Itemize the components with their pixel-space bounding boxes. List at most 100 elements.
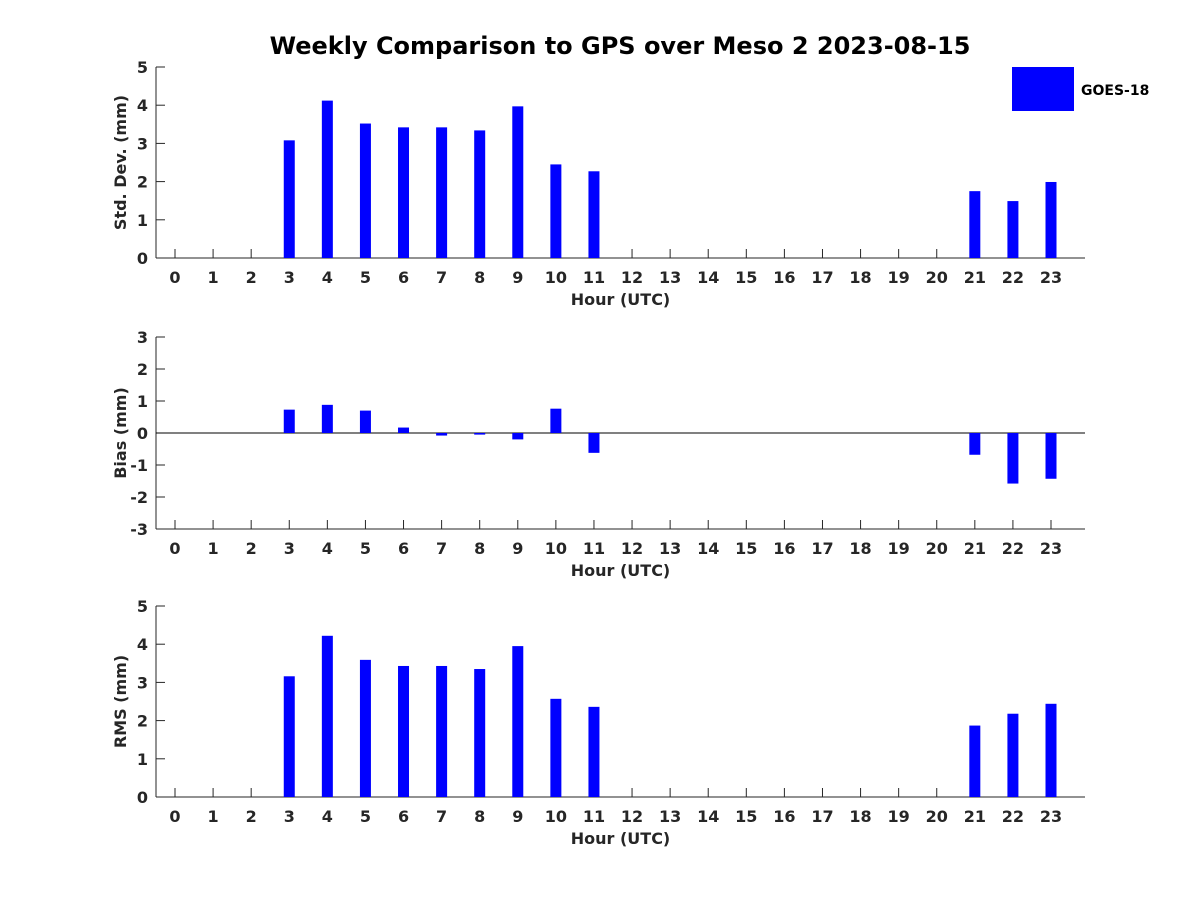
bias-bar-hour-8 xyxy=(474,433,486,435)
x-tick-label: 15 xyxy=(735,539,757,558)
x-axis-label: Hour (UTC) xyxy=(571,290,671,309)
x-tick-label: 6 xyxy=(398,807,409,826)
x-tick-label: 16 xyxy=(773,807,795,826)
legend-label-goes-18: GOES-18 xyxy=(1081,83,1149,99)
x-tick-label: 21 xyxy=(964,807,986,826)
std-dev-bar-hour-5 xyxy=(359,123,371,258)
bias-bar-hour-21 xyxy=(969,433,981,455)
rms-bar-hour-7 xyxy=(436,665,448,797)
x-tick-label: 11 xyxy=(583,807,605,826)
x-tick-label: 10 xyxy=(545,539,567,558)
std-dev-bar-hour-6 xyxy=(398,127,410,258)
rms-bar-hour-4 xyxy=(321,635,333,797)
x-tick-label: 15 xyxy=(735,807,757,826)
x-tick-label: 10 xyxy=(545,268,567,287)
y-tick-label: 2 xyxy=(137,173,148,192)
bias-bar-hour-4 xyxy=(321,404,333,433)
rms-bar-hour-3 xyxy=(283,676,295,797)
std-dev-bar-hour-10 xyxy=(550,164,562,258)
y-tick-label: 1 xyxy=(137,392,148,411)
y-axis-label: Bias (mm) xyxy=(111,387,130,479)
y-axis-label: Std. Dev. (mm) xyxy=(111,95,130,230)
bias-bar-hour-9 xyxy=(512,433,524,440)
bias-bar-hour-10 xyxy=(550,408,562,433)
rms-bar-hour-23 xyxy=(1045,703,1057,797)
y-tick-label: 4 xyxy=(137,635,148,654)
x-tick-label: 14 xyxy=(697,539,719,558)
bias-bar-hour-6 xyxy=(398,427,410,433)
x-tick-label: 4 xyxy=(322,539,333,558)
x-tick-label: 23 xyxy=(1040,268,1062,287)
std-dev-bar-hour-23 xyxy=(1045,181,1057,258)
y-tick-label: 0 xyxy=(137,788,148,807)
rms-bar-hour-22 xyxy=(1007,713,1019,797)
std-dev-bar-hour-4 xyxy=(321,100,333,258)
x-tick-label: 22 xyxy=(1002,807,1024,826)
y-tick-label: 5 xyxy=(137,58,148,77)
x-tick-label: 6 xyxy=(398,268,409,287)
y-tick-label: -3 xyxy=(130,520,148,539)
x-tick-label: 7 xyxy=(436,539,447,558)
x-tick-label: 20 xyxy=(926,807,948,826)
x-tick-label: 23 xyxy=(1040,807,1062,826)
x-tick-label: 19 xyxy=(888,539,910,558)
std-dev-bar-hour-7 xyxy=(436,127,448,258)
x-tick-label: 16 xyxy=(773,268,795,287)
x-tick-label: 4 xyxy=(322,268,333,287)
y-axis-label: RMS (mm) xyxy=(111,655,130,748)
x-tick-label: 16 xyxy=(773,539,795,558)
x-tick-label: 2 xyxy=(246,268,257,287)
x-tick-label: 18 xyxy=(849,268,871,287)
x-tick-label: 11 xyxy=(583,539,605,558)
y-tick-label: -1 xyxy=(130,456,148,475)
std-dev-bar-hour-8 xyxy=(474,130,486,258)
rms-bar-hour-21 xyxy=(969,725,981,797)
bias-bar-hour-11 xyxy=(588,433,600,453)
x-tick-label: 3 xyxy=(284,807,295,826)
x-tick-label: 18 xyxy=(849,807,871,826)
y-tick-label: -2 xyxy=(130,488,148,507)
y-tick-label: 4 xyxy=(137,96,148,115)
y-tick-label: 0 xyxy=(137,424,148,443)
x-tick-label: 17 xyxy=(811,539,833,558)
y-tick-label: 3 xyxy=(137,328,148,347)
rms-bar-hour-5 xyxy=(359,659,371,797)
x-tick-label: 22 xyxy=(1002,539,1024,558)
bias-bar-hour-3 xyxy=(283,409,295,433)
x-tick-label: 1 xyxy=(208,807,219,826)
std-dev-bar-hour-22 xyxy=(1007,201,1019,258)
x-tick-label: 0 xyxy=(169,268,180,287)
x-tick-label: 9 xyxy=(512,807,523,826)
std-dev-bar-hour-21 xyxy=(969,191,981,258)
y-tick-label: 3 xyxy=(137,134,148,153)
bias-bar-hour-23 xyxy=(1045,433,1057,479)
y-tick-label: 1 xyxy=(137,211,148,230)
bias-bar-hour-5 xyxy=(359,410,371,433)
x-tick-label: 10 xyxy=(545,807,567,826)
x-tick-label: 12 xyxy=(621,268,643,287)
rms-bar-hour-6 xyxy=(398,665,410,797)
rms-bar-hour-10 xyxy=(550,698,562,797)
x-tick-label: 1 xyxy=(208,539,219,558)
x-tick-label: 13 xyxy=(659,268,681,287)
x-tick-label: 5 xyxy=(360,539,371,558)
x-tick-label: 21 xyxy=(964,539,986,558)
x-tick-label: 21 xyxy=(964,268,986,287)
x-tick-label: 17 xyxy=(811,268,833,287)
x-tick-label: 19 xyxy=(888,807,910,826)
x-tick-label: 1 xyxy=(208,268,219,287)
x-tick-label: 14 xyxy=(697,268,719,287)
y-tick-label: 2 xyxy=(137,360,148,379)
x-tick-label: 3 xyxy=(284,539,295,558)
x-tick-label: 2 xyxy=(246,539,257,558)
x-tick-label: 13 xyxy=(659,807,681,826)
y-tick-label: 0 xyxy=(137,249,148,268)
x-tick-label: 12 xyxy=(621,539,643,558)
bias-bar-hour-22 xyxy=(1007,433,1019,484)
std-dev-bar-hour-11 xyxy=(588,171,600,258)
x-tick-label: 9 xyxy=(512,539,523,558)
legend-swatch-goes-18 xyxy=(1012,67,1074,111)
x-tick-label: 8 xyxy=(474,539,485,558)
